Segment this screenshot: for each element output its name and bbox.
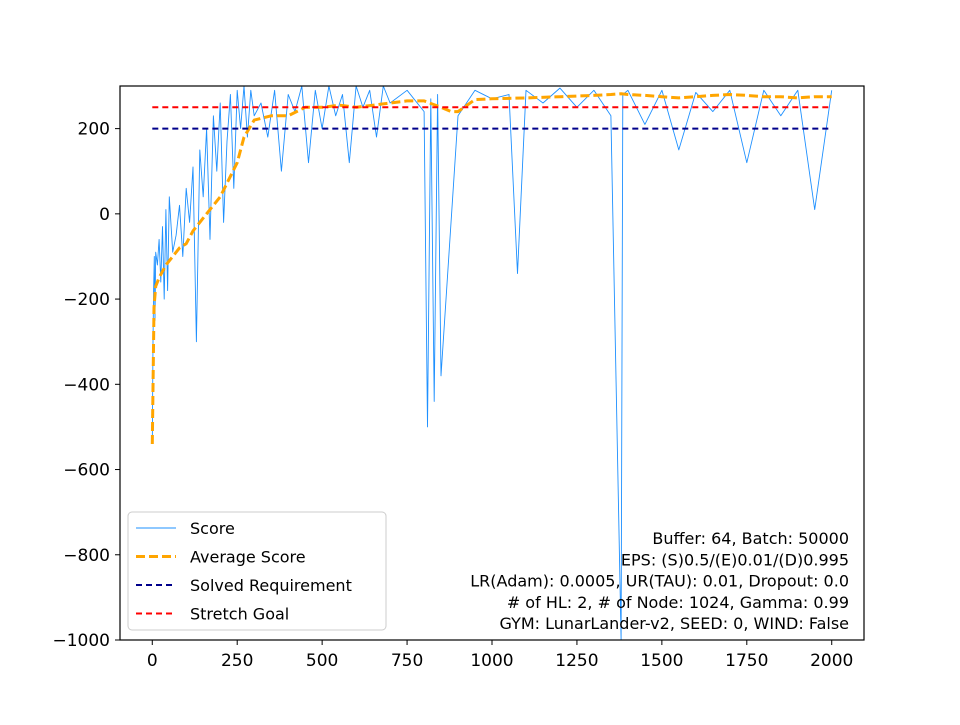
annotation-line: LR(Adam): 0.0005, UR(TAU): 0.01, Dropout… (470, 572, 849, 591)
legend-label: Average Score (190, 548, 306, 567)
hyperparameter-annotations: Buffer: 64, Batch: 50000 EPS: (S)0.5/(E)0… (470, 529, 849, 633)
y-tick-label: 0 (99, 205, 110, 225)
legend-box (127, 511, 387, 631)
y-tick-label: 200 (78, 120, 110, 140)
x-tick-label: 0 (147, 651, 158, 671)
x-tick-label: 500 (306, 651, 338, 671)
series-layer (150, 86, 833, 640)
y-tick-label: −800 (63, 546, 110, 566)
legend-label: Solved Requirement (190, 576, 352, 595)
legend-label: Stretch Goal (190, 605, 289, 624)
y-tick-label: −600 (63, 461, 110, 481)
y-axis: −1000 −800 −600 −400 −200 0 200 (52, 120, 120, 651)
legend: Score Average Score Solved Requirement Stre… (127, 511, 387, 631)
legend-label: Score (190, 519, 235, 538)
y-tick-label: −200 (63, 290, 110, 310)
annotation-line: GYM: LunarLander-v2, SEED: 0, WIND: Fals… (499, 614, 849, 633)
x-tick-label: 250 (221, 651, 253, 671)
y-tick-label: −400 (63, 375, 110, 395)
x-tick-label: 1250 (555, 651, 598, 671)
x-tick-label: 2000 (810, 651, 853, 671)
series-line-1 (150, 92, 832, 445)
x-tick-label: 1750 (725, 651, 768, 671)
annotation-line: EPS: (S)0.5/(E)0.01/(D)0.995 (621, 550, 849, 569)
x-tick-label: 1000 (470, 651, 513, 671)
x-tick-label: 750 (391, 651, 423, 671)
x-tick-label: 1500 (640, 651, 683, 671)
series-line-0 (151, 86, 833, 640)
annotation-line: # of HL: 2, # of Node: 1024, Gamma: 0.99 (507, 593, 849, 612)
x-axis: 0 250 500 750 1000 1250 1500 1750 2000 (147, 640, 853, 671)
annotation-line: Buffer: 64, Batch: 50000 (652, 529, 849, 548)
y-tick-label: −1000 (52, 631, 110, 651)
